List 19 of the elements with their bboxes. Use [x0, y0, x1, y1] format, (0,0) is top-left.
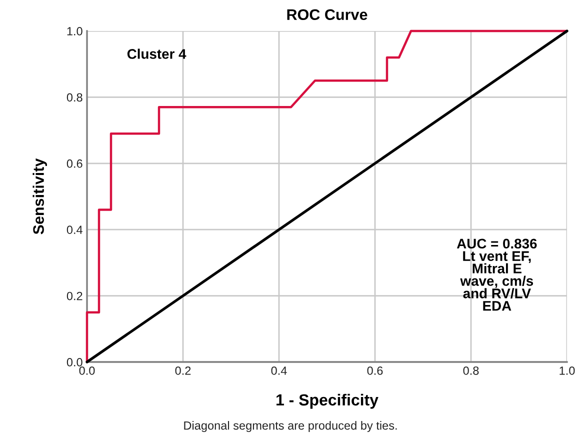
x-tick-label: 0.2	[175, 366, 191, 375]
x-tick-label: 1.0	[560, 366, 575, 375]
annotation: AUC = 0.836 Lt vent EF, Mitral E wave, cm/s and RV/LV EDA	[456, 238, 537, 311]
text: Diagonal segments are produced by ties.	[184, 421, 397, 432]
chart-title: ROC Curve	[287, 9, 368, 20]
x-axis-title: 1 - Specificity	[276, 394, 378, 409]
x-tick-label: 0.0	[79, 366, 95, 375]
line-series	[86, 30, 568, 364]
y-tick-label: 0.4	[66, 226, 82, 234]
y-axis-title: Sensitivity	[32, 158, 47, 234]
x-tick-label: 0.4	[271, 366, 287, 375]
y-tick-label: 1.0	[67, 27, 82, 36]
annotation: Cluster 4	[127, 48, 186, 59]
y-tick-label: 0.8	[66, 93, 82, 102]
x-tick-label: 0.8	[463, 366, 479, 375]
y-tick-label: 0.6	[66, 159, 82, 168]
x-tick-label: 0.6	[367, 366, 383, 375]
y-tick-label: 0.0	[66, 358, 82, 366]
y-tick-label: 0.2	[66, 292, 82, 300]
